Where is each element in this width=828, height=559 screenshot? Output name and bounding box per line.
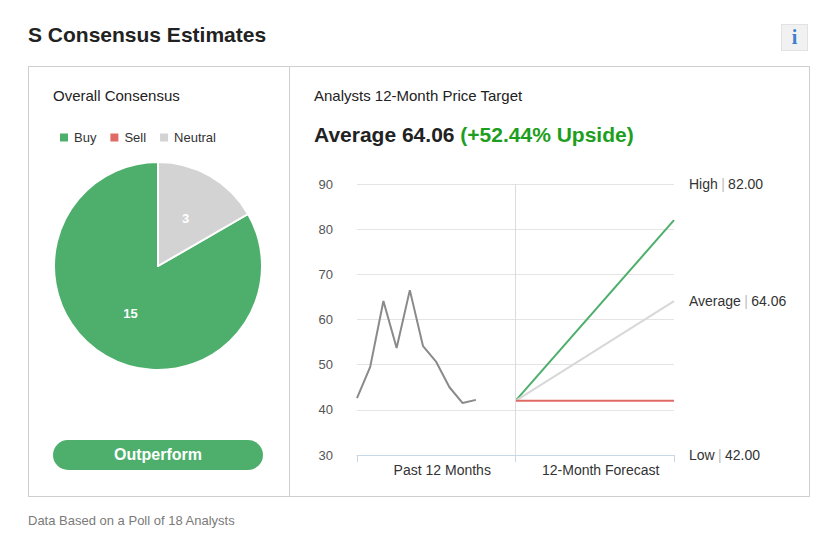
svg-text:40: 40 — [319, 402, 333, 417]
svg-text:High: High — [689, 176, 718, 192]
svg-text:Sell: Sell — [124, 130, 146, 145]
svg-text:82.00: 82.00 — [728, 176, 763, 192]
html-text:Analysts 12-Month Price Target: Analysts 12-Month Price Target — [314, 87, 523, 104]
html-text:Data Based on a Poll of 18 Ana: Data Based on a Poll of 18 Analysts — [28, 513, 235, 528]
svg-text:30: 30 — [319, 448, 333, 463]
svg-text:3: 3 — [182, 211, 189, 226]
svg-text:42.00: 42.00 — [725, 447, 760, 463]
html-text:S Consensus Estimates: S Consensus Estimates — [28, 23, 267, 46]
html-text:Average 64.06 (+52.44% Upside): Average 64.06 (+52.44% Upside) — [314, 123, 634, 146]
svg-text:15: 15 — [123, 306, 137, 321]
svg-text:80: 80 — [319, 222, 333, 237]
svg-text:50: 50 — [319, 357, 333, 372]
svg-text:Neutral: Neutral — [174, 130, 216, 145]
svg-text:Low: Low — [689, 447, 716, 463]
svg-text:12-Month Forecast: 12-Month Forecast — [542, 462, 660, 478]
svg-text:60: 60 — [319, 312, 333, 327]
html-text:Outperform: Outperform — [114, 446, 202, 463]
svg-text:Buy: Buy — [74, 130, 97, 145]
svg-text:90: 90 — [319, 177, 333, 192]
html-text:i: i — [791, 26, 798, 48]
html-text:Overall Consensus: Overall Consensus — [53, 87, 180, 104]
svg-text:70: 70 — [319, 267, 333, 282]
svg-text:Average: Average — [689, 293, 741, 309]
svg-text:Past 12 Months: Past 12 Months — [394, 462, 491, 478]
svg-text:64.06: 64.06 — [751, 293, 786, 309]
